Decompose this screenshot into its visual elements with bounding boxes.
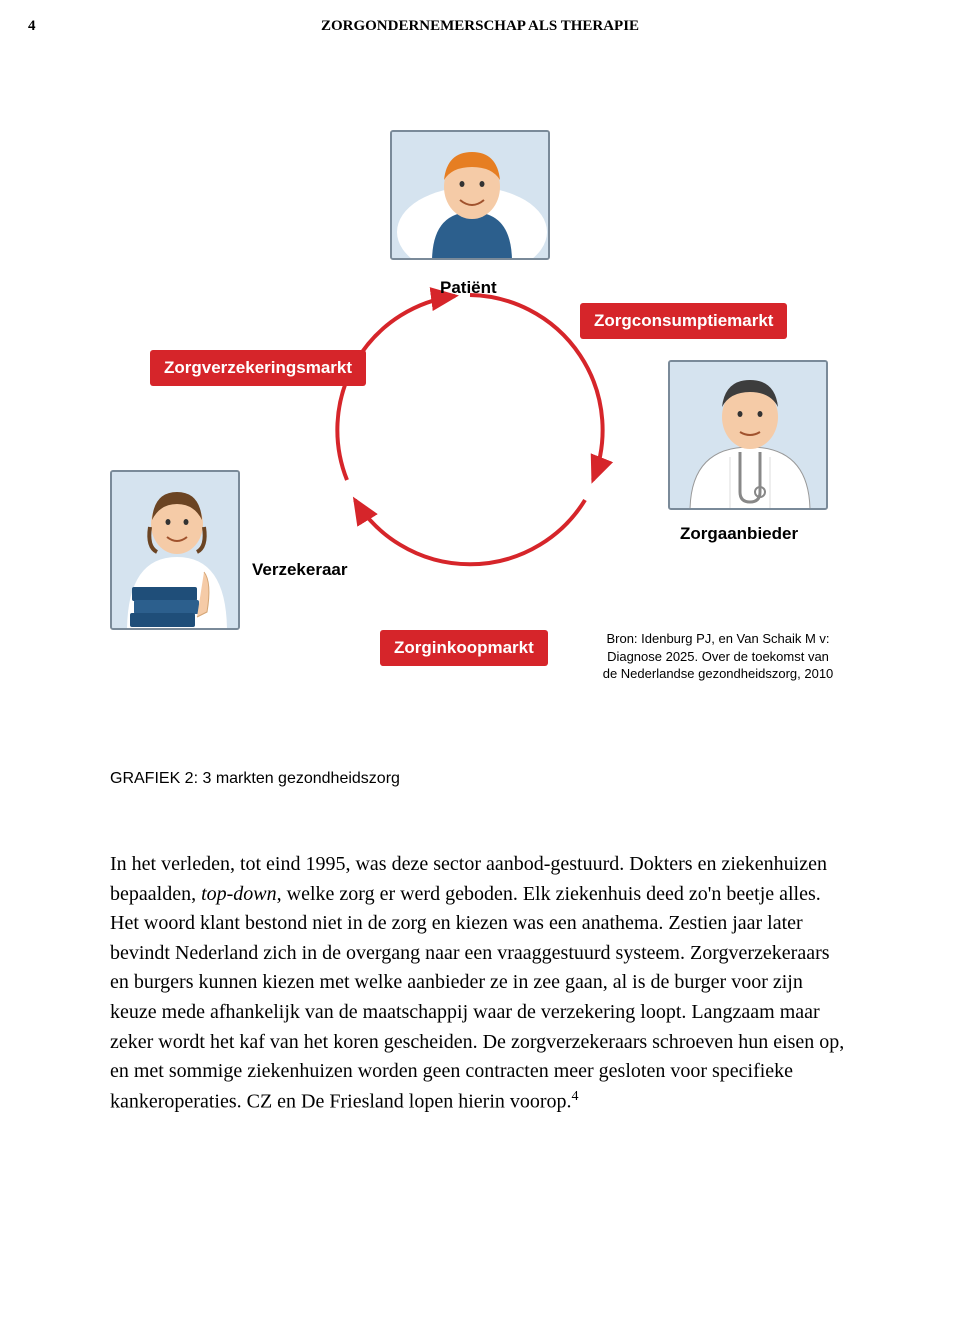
body-paragraph: In het verleden, tot eind 1995, was deze… <box>110 850 850 1117</box>
source-line2: Diagnose 2025. Over de toekomst van <box>588 648 848 666</box>
patient-label: Patiënt <box>440 278 497 298</box>
figure-caption: GRAFIEK 2: 3 markten gezondheidszorg <box>110 770 400 788</box>
zorgverzekeringsmarkt-box: Zorgverzekeringsmarkt <box>150 350 366 386</box>
source-line1: Bron: Idenburg PJ, en Van Schaik M v: <box>588 630 848 648</box>
insurer-illustration-icon <box>112 472 240 630</box>
patient-portrait <box>390 130 550 260</box>
patient-illustration-icon <box>392 132 550 260</box>
source-line3: de Nederlandse gezondheidszorg, 2010 <box>588 665 848 683</box>
diagram-source: Bron: Idenburg PJ, en Van Schaik M v: Di… <box>588 630 848 683</box>
healthcare-markets-diagram: Patiënt Zorgaanbieder <box>110 130 850 750</box>
doctor-illustration-icon <box>670 362 828 510</box>
zorginkoopmarkt-box: Zorginkoopmarkt <box>380 630 548 666</box>
zorgaanbieder-portrait <box>668 360 828 510</box>
verzekeraar-label: Verzekeraar <box>252 560 347 580</box>
zorgaanbieder-label: Zorgaanbieder <box>680 524 798 544</box>
header-title: ZORGONDERNEMERSCHAP ALS THERAPIE <box>0 18 960 35</box>
zorgconsumptiemarkt-box: Zorgconsumptiemarkt <box>580 303 787 339</box>
verzekeraar-portrait <box>110 470 240 630</box>
footnote-ref: 4 <box>572 1089 579 1104</box>
body-text-part-b: , welke zorg er werd geboden. Elk zieken… <box>110 883 844 1113</box>
body-text-italic: top-down <box>201 883 277 905</box>
